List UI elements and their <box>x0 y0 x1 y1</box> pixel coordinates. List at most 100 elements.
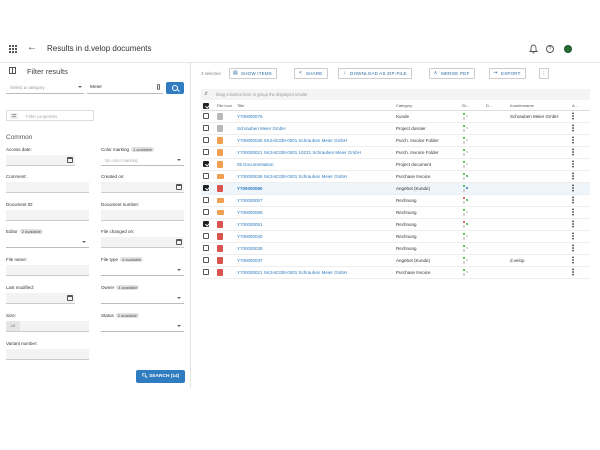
table-row[interactable]: Y700000055 Rechnung <box>201 206 590 219</box>
row-select-cell[interactable] <box>201 122 215 135</box>
title-link[interactable]: Y700000076 <box>235 110 394 123</box>
table-row[interactable]: Schrauben Meier GmbH Project dossier <box>201 122 590 135</box>
row-actions-cell[interactable] <box>570 194 590 207</box>
more-actions-button[interactable]: ⋮ <box>539 68 549 79</box>
column-header[interactable]: A… <box>570 102 590 111</box>
more-vert-icon[interactable] <box>572 112 574 120</box>
back-arrow-icon[interactable]: ← <box>27 42 37 53</box>
row-checkbox[interactable] <box>203 161 209 167</box>
calendar-icon[interactable] <box>67 295 73 301</box>
row-select-cell[interactable] <box>201 194 215 207</box>
row-select-cell[interactable] <box>201 254 215 267</box>
table-row[interactable]: Y700000039 Rechnung <box>201 242 590 255</box>
more-vert-icon[interactable] <box>572 124 574 132</box>
table-row[interactable]: Y700000036 SK2AE338-0001 Schrauben Meier… <box>201 170 590 183</box>
row-checkbox[interactable] <box>203 269 209 275</box>
table-row[interactable]: Y700000036 SK2AE338-0001 Schrauben Meier… <box>201 134 590 147</box>
comment-field[interactable] <box>6 182 89 193</box>
row-checkbox[interactable] <box>203 245 209 251</box>
title-link[interactable]: Y700000040 <box>235 230 394 243</box>
document-id-field[interactable] <box>6 210 89 221</box>
table-row[interactable]: Y700000060 Angebot (Kunde) <box>201 182 590 195</box>
row-actions-cell[interactable] <box>570 254 590 267</box>
more-vert-icon[interactable] <box>572 196 574 204</box>
row-actions-cell[interactable] <box>570 218 590 231</box>
search-button[interactable] <box>166 82 184 94</box>
row-select-cell[interactable] <box>201 110 215 123</box>
column-header[interactable]: Category <box>394 102 460 111</box>
download-zip-button[interactable]: ↓ DOWNLOAD AS ZIP-FILE <box>338 68 412 79</box>
more-vert-icon[interactable] <box>572 244 574 252</box>
merge-pdf-button[interactable]: ⋏ MERGE PDF <box>429 68 475 79</box>
row-checkbox[interactable] <box>203 137 209 143</box>
created-on-field[interactable] <box>101 182 184 193</box>
row-actions-cell[interactable] <box>570 266 590 279</box>
group-by-dropzone[interactable]: ⇵ Drag columns here to group the display… <box>201 89 590 100</box>
column-header[interactable]: Kundenname <box>508 102 570 111</box>
document-number-field[interactable] <box>101 210 184 221</box>
more-vert-icon[interactable] <box>572 220 574 228</box>
share-button[interactable]: < SHARE <box>294 68 328 79</box>
help-icon[interactable]: ? <box>545 44 555 54</box>
more-vert-icon[interactable] <box>572 268 574 276</box>
row-select-cell[interactable] <box>201 206 215 219</box>
select-all-header[interactable] <box>201 102 215 111</box>
row-actions-cell[interactable] <box>570 206 590 219</box>
row-checkbox[interactable] <box>203 173 209 179</box>
file-name-field[interactable] <box>6 265 89 276</box>
more-vert-icon[interactable] <box>572 208 574 216</box>
table-row[interactable]: Y700000076 Kunde Schrauben Meier GmbH <box>201 110 590 123</box>
editor-select[interactable] <box>6 237 89 248</box>
more-vert-icon[interactable] <box>572 160 574 168</box>
table-row[interactable]: Y700000037 Angebot (Kunde) d.velop <box>201 254 590 267</box>
access-date-field[interactable] <box>6 155 75 166</box>
row-actions-cell[interactable] <box>570 170 590 183</box>
calendar-icon[interactable] <box>176 239 182 245</box>
category-select[interactable]: Select a category <box>6 82 84 94</box>
table-row[interactable]: Y700000040 Rechnung <box>201 230 590 243</box>
variant-number-field[interactable] <box>6 349 89 360</box>
show-items-button[interactable]: ▤ SHOW ITEMS <box>229 68 277 79</box>
title-link[interactable]: Y700000051 <box>235 218 394 231</box>
more-vert-icon[interactable] <box>572 232 574 240</box>
title-link[interactable]: Y700000036 SK2AE338-0001 Schrauben Meier… <box>235 134 394 147</box>
file-changed-on-field[interactable] <box>101 237 184 248</box>
row-select-cell[interactable] <box>201 218 215 231</box>
title-link[interactable]: Y700000039 <box>235 242 394 255</box>
row-select-cell[interactable] <box>201 230 215 243</box>
microphone-icon[interactable] <box>157 84 160 90</box>
title-link[interactable]: 05 Documentation <box>235 158 394 171</box>
row-select-cell[interactable] <box>201 134 215 147</box>
row-actions-cell[interactable] <box>570 146 590 159</box>
row-actions-cell[interactable] <box>570 158 590 171</box>
row-checkbox[interactable] <box>203 233 209 239</box>
more-vert-icon[interactable] <box>572 148 574 156</box>
row-checkbox[interactable] <box>203 185 209 191</box>
row-select-cell[interactable] <box>201 182 215 195</box>
search-results-button[interactable]: 🔍︎ SEARCH (14) <box>136 370 185 383</box>
row-actions-cell[interactable] <box>570 182 590 195</box>
row-select-cell[interactable] <box>201 146 215 159</box>
row-select-cell[interactable] <box>201 242 215 255</box>
column-header[interactable]: Title <box>235 102 394 111</box>
panel-toggle-icon[interactable] <box>9 67 16 74</box>
row-select-cell[interactable] <box>201 266 215 279</box>
row-select-cell[interactable] <box>201 170 215 183</box>
row-checkbox[interactable] <box>203 197 209 203</box>
column-header[interactable]: St… <box>460 102 484 111</box>
row-actions-cell[interactable] <box>570 110 590 123</box>
more-vert-icon[interactable] <box>572 136 574 144</box>
row-checkbox[interactable] <box>203 257 209 263</box>
table-row[interactable]: Y700000021 SK2AE338-0001 Schrauben Meier… <box>201 266 590 279</box>
title-link[interactable]: Y700000021 SK2AE338-0001 Schrauben Meier… <box>235 266 394 279</box>
calendar-icon[interactable] <box>67 157 73 163</box>
column-header[interactable]: File icon <box>215 102 235 111</box>
row-checkbox[interactable] <box>203 125 209 131</box>
last-modified-field[interactable] <box>6 293 75 304</box>
user-avatar-icon[interactable] <box>563 44 573 54</box>
title-link[interactable]: Y700000036 SK2AE338-0001 Schrauben Meier… <box>235 170 394 183</box>
color-marking-select[interactable]: No color marking <box>101 155 184 166</box>
row-actions-cell[interactable] <box>570 134 590 147</box>
app-launcher-icon[interactable] <box>9 45 17 53</box>
search-input[interactable]: Meier × <box>87 82 170 94</box>
